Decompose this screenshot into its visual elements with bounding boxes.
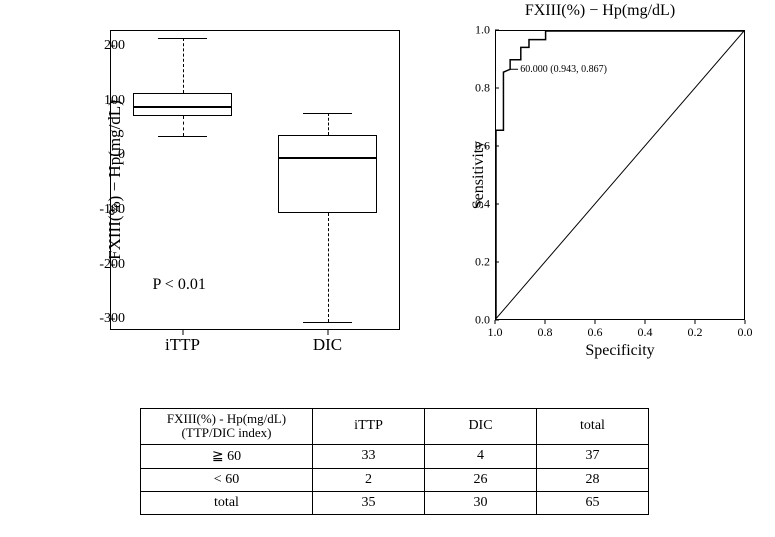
table-cell: 37 bbox=[537, 444, 649, 468]
boxplot-box bbox=[278, 135, 377, 213]
roc-xtick-mark bbox=[545, 320, 546, 324]
boxplot-whisker-cap bbox=[158, 38, 207, 39]
table-header-col: total bbox=[537, 409, 649, 445]
roc-xtick-mark bbox=[495, 320, 496, 324]
table-row-label: < 60 bbox=[141, 468, 313, 491]
contingency-table: FXIII(%) - Hp(mg/dL) (TTP/DIC index) iTT… bbox=[140, 408, 649, 515]
boxplot-whisker-cap bbox=[158, 136, 207, 137]
roc-ytick-label: 0.6 bbox=[475, 139, 490, 154]
boxplot-whisker-cap bbox=[303, 113, 352, 114]
boxplot-pvalue: P < 0.01 bbox=[153, 276, 206, 294]
roc-ytick-label: 0.2 bbox=[475, 255, 490, 270]
boxplot-ytick-label: 100 bbox=[85, 93, 125, 109]
table-row: ≧ 6033437 bbox=[141, 444, 649, 468]
roc-ytick-mark bbox=[495, 88, 499, 89]
table-row: total353065 bbox=[141, 491, 649, 514]
table-header-col: DIC bbox=[425, 409, 537, 445]
roc-xtick-label: 0.2 bbox=[688, 325, 703, 340]
boxplot-box bbox=[133, 93, 232, 116]
table-cell: 4 bbox=[425, 444, 537, 468]
boxplot-ytick-label: 200 bbox=[85, 38, 125, 54]
table-header-index-line1: FXIII(%) - Hp(mg/dL) bbox=[167, 411, 286, 426]
roc-ytick-mark bbox=[495, 30, 499, 31]
roc-xtick-label: 0.4 bbox=[638, 325, 653, 340]
table-cell: 65 bbox=[537, 491, 649, 514]
boxplot-whisker bbox=[183, 116, 184, 136]
roc-ytick-label: 0.4 bbox=[475, 197, 490, 212]
roc-xtick-mark bbox=[595, 320, 596, 324]
table-cell: 26 bbox=[425, 468, 537, 491]
roc-title: FXIII(%) − Hp(mg/dL) bbox=[435, 2, 765, 20]
roc-xtick-mark bbox=[695, 320, 696, 324]
roc-xtick-label: 1.0 bbox=[488, 325, 503, 340]
boxplot-ytick-label: -300 bbox=[85, 311, 125, 327]
roc-plot-area: 60.000 (0.943, 0.867) bbox=[495, 30, 745, 320]
table-cell: 30 bbox=[425, 491, 537, 514]
roc-ytick-mark bbox=[495, 320, 499, 321]
table-header-col: iTTP bbox=[313, 409, 425, 445]
table-row-label: ≧ 60 bbox=[141, 444, 313, 468]
boxplot-whisker bbox=[183, 38, 184, 93]
roc-xtick-mark bbox=[745, 320, 746, 324]
table-header-index-line2: (TTP/DIC index) bbox=[182, 425, 272, 440]
roc-ytick-label: 1.0 bbox=[475, 23, 490, 38]
roc-xtick-label: 0.6 bbox=[588, 325, 603, 340]
boxplot-median bbox=[133, 106, 232, 108]
figure-root: FXIII(%) − Hp(mg/dL) -300 -200 -100 0 100 200… bbox=[0, 0, 775, 537]
boxplot-category-label: iTTP bbox=[165, 335, 200, 355]
roc-ytick-mark bbox=[495, 262, 499, 263]
roc-ytick-label: 0.8 bbox=[475, 81, 490, 96]
boxplot-whisker-cap bbox=[303, 322, 352, 323]
table-header-row: FXIII(%) - Hp(mg/dL) (TTP/DIC index) iTT… bbox=[141, 409, 649, 445]
boxplot-category-label: DIC bbox=[313, 335, 342, 355]
roc-ytick-mark bbox=[495, 204, 499, 205]
roc-panel: FXIII(%) − Hp(mg/dL) Sensitivity 60.000 … bbox=[435, 0, 765, 370]
boxplot-ytick-label: 0 bbox=[85, 147, 125, 163]
roc-xlabel: Specificity bbox=[495, 342, 745, 360]
roc-xtick-label: 0.8 bbox=[538, 325, 553, 340]
table-cell: 33 bbox=[313, 444, 425, 468]
boxplot-whisker bbox=[328, 213, 329, 322]
boxplot-ytick-label: -100 bbox=[85, 202, 125, 218]
table-cell: 35 bbox=[313, 491, 425, 514]
boxplot-panel: FXIII(%) − Hp(mg/dL) -300-200-1000100200… bbox=[30, 10, 420, 380]
roc-xtick-mark bbox=[645, 320, 646, 324]
table-cell: 28 bbox=[537, 468, 649, 491]
table-row: < 6022628 bbox=[141, 468, 649, 491]
roc-xtick-label: 0.0 bbox=[738, 325, 753, 340]
boxplot-median bbox=[278, 157, 377, 159]
table-header-index: FXIII(%) - Hp(mg/dL) (TTP/DIC index) bbox=[141, 409, 313, 445]
table-row-label: total bbox=[141, 491, 313, 514]
table-cell: 2 bbox=[313, 468, 425, 491]
roc-ytick-mark bbox=[495, 146, 499, 147]
boxplot-ytick-label: -200 bbox=[85, 257, 125, 273]
roc-marker-label: 60.000 (0.943, 0.867) bbox=[520, 64, 607, 75]
boxplot-whisker bbox=[328, 113, 329, 135]
